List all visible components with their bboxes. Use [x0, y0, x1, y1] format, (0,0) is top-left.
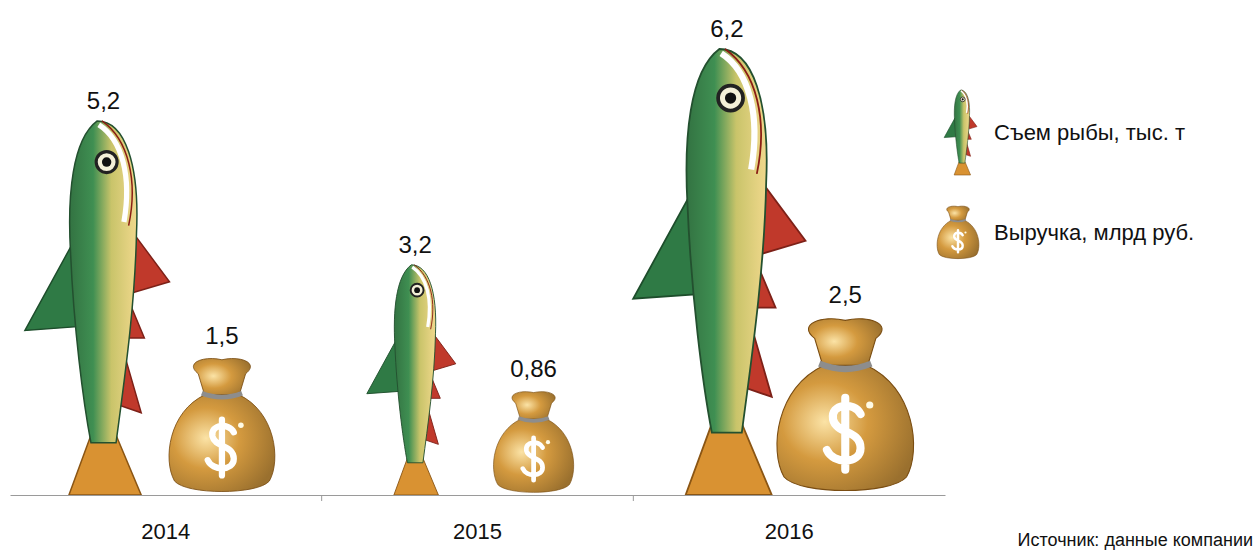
bag-rope — [202, 393, 242, 397]
fish-tail — [394, 458, 438, 495]
fish-fin — [25, 244, 77, 330]
legend-icon — [944, 90, 977, 175]
bag-sign — [827, 398, 861, 470]
data-label: 0,86 — [510, 355, 557, 382]
fish-pupil — [725, 92, 736, 103]
category-separator — [321, 495, 322, 501]
data-labels: 5,2 3,2 6,2 1,5 0,86 2,5 — [87, 15, 862, 382]
data-label: 2,5 — [829, 281, 862, 308]
bag-sparkle — [546, 440, 550, 444]
plot-area — [25, 49, 914, 495]
fish-pupil — [102, 157, 111, 166]
data-label: 6,2 — [710, 15, 743, 42]
bag-sign — [523, 438, 543, 480]
data-label: 3,2 — [398, 231, 431, 258]
fish-tail — [686, 424, 772, 495]
fish-spots — [394, 265, 435, 463]
bag-neck — [193, 359, 250, 398]
fish-eye — [411, 284, 424, 297]
chart: 5,2 3,2 6,2 1,5 0,86 2,5 2014 2015 2016 Съем рыбы… — [0, 0, 1259, 553]
fish-mouth — [961, 91, 967, 113]
bag-body — [937, 220, 979, 258]
x-tick: 2015 — [453, 495, 502, 544]
x-axis: 2014 2015 2016 — [11, 495, 946, 544]
fish-body — [686, 49, 766, 433]
bag-sparkle — [866, 401, 873, 408]
bag-bar — [169, 359, 275, 492]
fish-spots — [954, 90, 969, 163]
legend-label: Съем рыбы, тыс. т — [994, 120, 1185, 145]
bag-sign — [952, 230, 962, 252]
fish-eye — [960, 97, 965, 102]
bag-sparkle — [964, 231, 966, 233]
legend-label: Выручка, млрд руб. — [994, 220, 1194, 245]
bag-body — [777, 365, 914, 490]
bag-rope — [819, 364, 871, 369]
bag-rope — [518, 418, 549, 421]
legend-item: Съем рыбы, тыс. т — [944, 90, 1185, 175]
axis-line — [11, 495, 946, 496]
bag-rope — [950, 220, 966, 222]
bag-bar — [777, 319, 914, 491]
bag-sparkle — [238, 422, 244, 428]
fish-fin — [367, 341, 399, 394]
fish-body — [394, 265, 435, 463]
legend: Съем рыбы, тыс. т Выручка, млрд руб. — [937, 90, 1194, 259]
tick-label: 2014 — [141, 519, 190, 544]
fish-tail — [954, 161, 970, 175]
fish-body — [70, 121, 137, 443]
category-separator — [633, 495, 634, 501]
bag-sign — [208, 420, 234, 476]
bag-neck — [947, 206, 969, 221]
bag-body — [494, 419, 574, 492]
x-tick: 2014 — [141, 495, 190, 544]
x-tick: 2016 — [765, 495, 814, 544]
fish-fin — [944, 118, 956, 138]
fish-spots — [686, 49, 766, 433]
bag-neck — [512, 392, 555, 421]
data-label: 5,2 — [87, 87, 120, 114]
tick-label: 2015 — [453, 519, 502, 544]
bag-body — [169, 395, 275, 492]
tick-label: 2016 — [765, 519, 814, 544]
annotation: Источник: данные компании — [1018, 530, 1253, 550]
fish-pupil — [414, 287, 420, 293]
fish-eye — [718, 86, 743, 111]
legend-item: Выручка, млрд руб. — [937, 206, 1194, 258]
fish-spots — [70, 121, 137, 443]
fish-eye — [96, 152, 117, 173]
fish-fin — [633, 196, 695, 299]
bag-bar — [494, 392, 574, 493]
fish-pupil — [962, 98, 964, 100]
bag-neck — [808, 319, 882, 369]
fish-bar — [367, 265, 456, 495]
fish-tail — [69, 435, 141, 495]
legend-icon — [937, 206, 979, 258]
data-label: 1,5 — [205, 322, 238, 349]
fish-bar — [25, 121, 170, 495]
fish-body — [954, 90, 969, 163]
